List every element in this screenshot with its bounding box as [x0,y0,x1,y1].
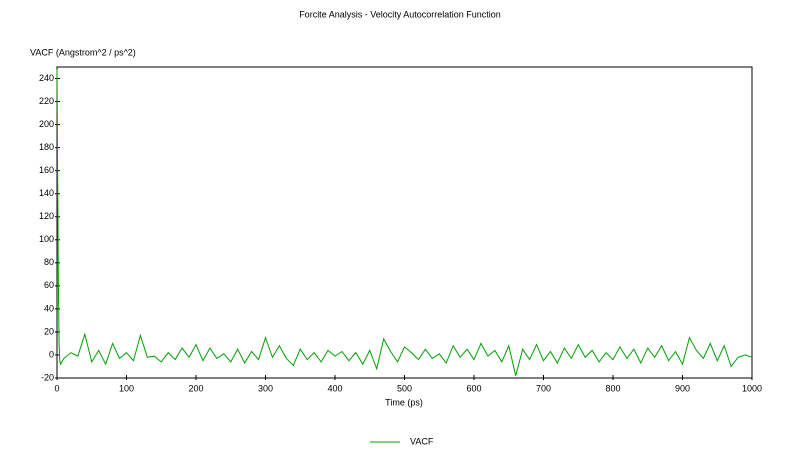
y-tick-label: 20 [44,326,54,336]
x-tick-label: 300 [258,383,273,393]
x-tick-label: 1000 [742,383,762,393]
x-tick-label: 600 [466,383,481,393]
x-axis-label: Time (ps) [385,397,423,407]
y-tick-label: 80 [44,257,54,267]
chart-title: Forcite Analysis - Velocity Autocorrelat… [299,9,501,19]
y-tick-label: 60 [44,280,54,290]
y-tick-label: -20 [41,372,54,382]
x-tick-label: 400 [327,383,342,393]
y-tick-label: 160 [39,165,54,175]
y-axis-label: VACF (Angstrom^2 / ps^2) [30,47,136,57]
x-tick-label: 900 [675,383,690,393]
x-tick-label: 700 [536,383,551,393]
y-tick-label: 220 [39,96,54,106]
y-tick-label: 100 [39,234,54,244]
y-tick-label: 0 [49,349,54,359]
x-tick-label: 800 [605,383,620,393]
y-tick-label: 140 [39,188,54,198]
y-tick-label: 180 [39,142,54,152]
legend-label: VACF [410,436,434,446]
x-tick-label: 0 [54,383,59,393]
y-tick-label: 40 [44,303,54,313]
plot-frame [56,66,753,379]
y-tick-label: 200 [39,119,54,129]
y-tick-label: 120 [39,211,54,221]
x-tick-label: 500 [397,383,412,393]
y-tick-label: 240 [39,73,54,83]
x-tick-label: 100 [119,383,134,393]
x-tick-label: 200 [188,383,203,393]
data-line [56,69,753,376]
